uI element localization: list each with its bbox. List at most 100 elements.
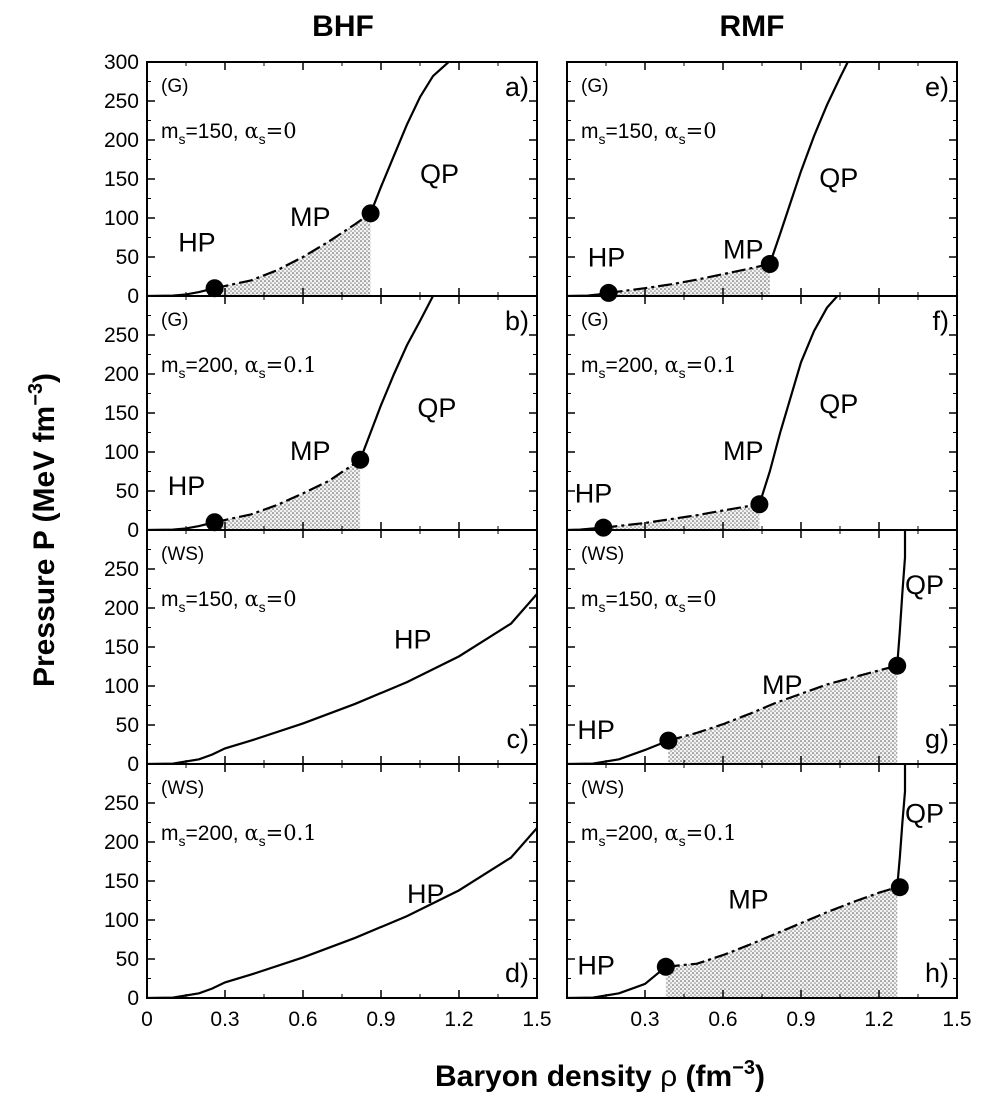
panel-e-ms-value: =150, <box>606 120 665 143</box>
panel-g-transition-point-1 <box>888 656 907 675</box>
panel-e-mixed-area <box>608 264 770 296</box>
panel-b-ms-sub: s <box>179 365 186 381</box>
y-axis-title: Pressure P (MeV fm−3) <box>25 373 61 687</box>
panel-a-mixed-area <box>214 213 371 296</box>
x-axis-title-symbol: ρ <box>660 1060 677 1093</box>
panel-h-params: ms=200, αs=0.1 <box>581 821 737 849</box>
panel-c-ms-value: =150, <box>186 588 245 611</box>
panel-b-ms-label: m <box>161 354 179 377</box>
panel-b-params: ms=200, αs=0.1 <box>161 353 317 381</box>
panel-a-hadron-curve <box>147 287 215 296</box>
panel-b-ms-value: =200, <box>186 354 245 377</box>
panel-b-ytick-label-4: 200 <box>104 363 139 386</box>
panel-h-ms-value: =200, <box>606 822 665 845</box>
panel-g-alpha-value: =0 <box>686 587 717 611</box>
panel-d-phase-label-hp: HP <box>407 879 445 909</box>
panel-g-panel-letter: g) <box>925 724 949 754</box>
panel-g-model-tag: (WS) <box>581 544 624 565</box>
panel-h-ms-label: m <box>581 822 599 845</box>
panel-h-mixed-area <box>665 887 898 998</box>
panel-d-xtick-label-0: 0 <box>141 1008 153 1031</box>
panel-b-hadron-curve <box>147 521 215 530</box>
panel-h-transition-point-0 <box>656 957 675 976</box>
panel-e-alpha-value: =0 <box>686 119 717 143</box>
panel-f-alpha-sub: s <box>679 365 686 381</box>
panel-f-phase-label-hp: HP <box>575 479 613 509</box>
panel-c-ytick-label-2: 100 <box>104 675 139 698</box>
panel-h-xtick-label-1: 0.6 <box>708 1008 737 1031</box>
panel-b-mixed-curve <box>214 458 361 524</box>
panel-a-mixed-curve <box>214 212 372 290</box>
panel-g-ms-sub: s <box>599 599 606 615</box>
panel-b-alpha-sub: s <box>259 365 266 381</box>
panel-g-alpha-label: α <box>664 587 678 611</box>
panel-d-xtick-label-4: 1.2 <box>444 1008 473 1031</box>
panel-h-alpha-label: α <box>664 821 678 845</box>
y-axis-title-exp: −3 <box>25 383 47 406</box>
panel-f-phase-label-mp: MP <box>723 436 764 466</box>
panel-c-ms-sub: s <box>179 599 186 615</box>
panel-a-ms-value: =150, <box>186 120 245 143</box>
panel-f-mixed-area <box>603 504 760 530</box>
panel-g-ms-value: =150, <box>606 588 665 611</box>
panel-d-ytick-label-3: 150 <box>104 870 139 893</box>
panel-c-phase-label-hp: HP <box>394 625 432 655</box>
panel-e-quark-curve <box>768 62 849 265</box>
panel-d-xtick-label-2: 0.6 <box>288 1008 317 1031</box>
panel-c-alpha-value: =0 <box>266 587 297 611</box>
panel-h-xtick-label-2: 0.9 <box>786 1008 815 1031</box>
panel-c-frame <box>146 529 538 765</box>
panel-e-ms-label: m <box>581 120 599 143</box>
panel-h-alpha-sub: s <box>679 833 686 849</box>
panel-b-phase-label-hp: HP <box>168 471 206 501</box>
panel-d-ms-value: =200, <box>186 822 245 845</box>
panel-b-panel-letter: b) <box>505 306 529 336</box>
panel-g-phase-label-hp: HP <box>577 715 615 745</box>
panel-d-alpha-sub: s <box>259 833 266 849</box>
panel-c-alpha-sub: s <box>259 599 266 615</box>
panel-e-phase-label-hp: HP <box>588 242 626 272</box>
panel-c-params: ms=150, αs=0 <box>161 587 297 615</box>
panel-f-alpha-value: =0.1 <box>686 353 737 377</box>
panel-f-params: ms=200, αs=0.1 <box>581 353 737 381</box>
panel-a-ytick-label-6: 300 <box>104 51 139 74</box>
panel-d-ytick-label-5: 250 <box>104 792 139 815</box>
panel-c-ytick-label-1: 50 <box>116 714 139 737</box>
panel-h-ms-sub: s <box>599 833 606 849</box>
panel-a-ytick-label-1: 50 <box>116 246 139 269</box>
panel-a-alpha-sub: s <box>259 131 266 147</box>
panel-b-mixed-area <box>214 459 361 530</box>
panel-a-transition-point-0 <box>205 279 224 298</box>
panel-a-ms-label: m <box>161 120 179 143</box>
panel-c-ytick-label-3: 150 <box>104 636 139 659</box>
panel-h-xtick-label-3: 1.2 <box>864 1008 893 1031</box>
panel-a-ytick-label-4: 200 <box>104 129 139 152</box>
panel-a-ytick-label-5: 250 <box>104 90 139 113</box>
panel-h-xtick-label-4: 1.5 <box>942 1008 971 1031</box>
panel-g-transition-point-0 <box>659 731 678 750</box>
panel-d-xtick-label-5: 1.5 <box>522 1008 551 1031</box>
panel-f-quark-curve <box>758 296 839 505</box>
panel-c-model-tag: (WS) <box>161 544 204 565</box>
panel-e-phase-label-qp: QP <box>819 163 858 193</box>
panel-g-mixed-curve <box>668 664 898 742</box>
panel-h-phase-label-qp: QP <box>905 799 944 829</box>
panel-h-panel-letter: h) <box>925 958 949 988</box>
panel-d-ms-label: m <box>161 822 179 845</box>
panel-a-params: ms=150, αs=0 <box>161 119 297 147</box>
panel-e-ms-sub: s <box>599 131 606 147</box>
panel-e-alpha-sub: s <box>679 131 686 147</box>
panel-c-ytick-label-4: 200 <box>104 597 139 620</box>
panel-e-phase-label-mp: MP <box>723 235 764 265</box>
panel-h-phase-label-mp: MP <box>728 884 769 914</box>
panel-f-ms-sub: s <box>599 365 606 381</box>
panel-e-transition-point-1 <box>760 255 779 274</box>
panel-e-alpha-label: α <box>664 119 678 143</box>
